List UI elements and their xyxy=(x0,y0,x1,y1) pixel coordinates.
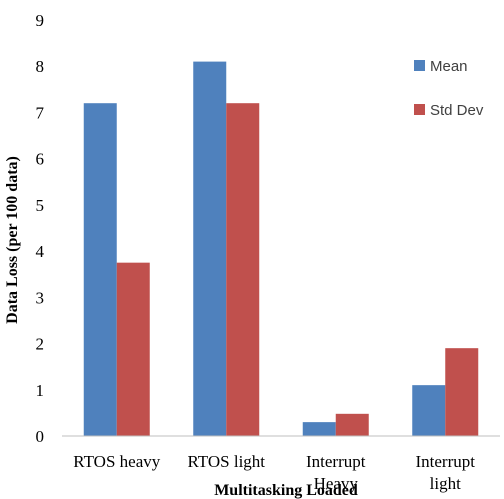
y-tick-label: 5 xyxy=(36,196,45,215)
y-tick-label: 4 xyxy=(36,242,45,261)
y-tick-label: 1 xyxy=(36,381,45,400)
x-category-label: RTOS light xyxy=(187,452,265,471)
x-category-label: Interrupt xyxy=(416,452,476,471)
y-tick-label: 7 xyxy=(36,103,45,122)
y-tick-label: 9 xyxy=(36,11,45,30)
bars xyxy=(83,61,479,436)
bar-mean xyxy=(412,385,446,436)
bar-std-dev xyxy=(335,413,369,436)
x-category-label: RTOS heavy xyxy=(73,452,160,471)
bar-mean xyxy=(193,61,227,436)
y-tick-label: 8 xyxy=(36,57,45,76)
y-tick-label: 2 xyxy=(36,335,45,354)
x-category-label: light xyxy=(430,474,461,493)
legend-label: Mean xyxy=(430,58,468,75)
x-category-label: Heavy xyxy=(314,474,359,493)
bar-mean xyxy=(83,103,117,436)
legend-swatch-mean xyxy=(414,60,425,71)
y-axis-title: Data Loss (per 100 data) xyxy=(4,156,21,324)
bar-std-dev xyxy=(116,262,150,436)
bar-std-dev xyxy=(226,103,260,436)
legend: Mean Std Dev xyxy=(414,58,484,119)
bar-mean xyxy=(302,422,336,436)
y-tick-label: 6 xyxy=(36,150,45,169)
x-axis-title: Multitasking Loaded xyxy=(214,482,358,499)
x-axis-categories: RTOS heavy RTOS light Interrupt Heavy Interr… xyxy=(73,452,475,493)
x-category-label: Interrupt xyxy=(306,452,366,471)
bar-std-dev xyxy=(445,348,479,436)
y-tick-label: 0 xyxy=(36,427,45,446)
y-axis-ticks: 0 1 2 3 4 5 6 7 8 9 xyxy=(36,11,45,446)
legend-swatch-std-dev xyxy=(414,104,425,115)
y-tick-label: 3 xyxy=(36,288,45,307)
legend-label: Std Dev xyxy=(430,102,484,119)
